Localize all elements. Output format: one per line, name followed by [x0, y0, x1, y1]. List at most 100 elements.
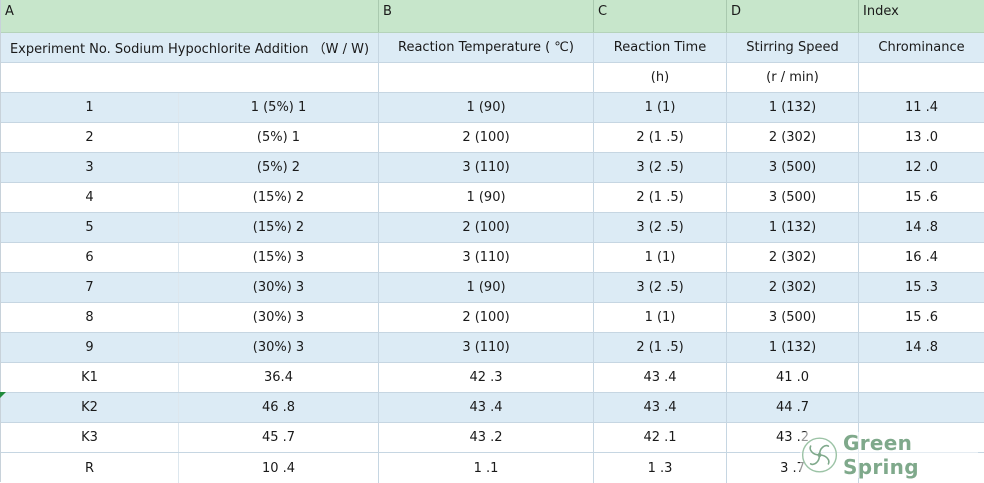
- cell-experiment-no[interactable]: 4: [1, 183, 179, 212]
- summary-a[interactable]: 36.4: [179, 363, 379, 392]
- cell-chrominance[interactable]: 15 .3: [904, 280, 939, 295]
- cell-temperature[interactable]: 2 (100): [379, 123, 594, 152]
- cell-chrominance[interactable]: 15 .6: [904, 310, 939, 325]
- units-b[interactable]: [379, 63, 594, 92]
- summary-index[interactable]: [859, 393, 984, 422]
- header-b[interactable]: Reaction Temperature ( ℃): [379, 33, 594, 62]
- cell-hypochlorite[interactable]: (15%) 2: [179, 183, 379, 212]
- cell-speed[interactable]: 1 (132): [727, 213, 859, 242]
- column-letter-c[interactable]: C: [594, 0, 727, 32]
- cell-experiment-no[interactable]: 7: [1, 273, 179, 302]
- cell-temperature[interactable]: 3 (110): [379, 243, 594, 272]
- summary-a[interactable]: 10 .4: [179, 453, 379, 483]
- summary-b[interactable]: 1 .1: [379, 453, 594, 483]
- summary-c[interactable]: 42 .1: [594, 423, 727, 452]
- summary-d[interactable]: 41 .0: [727, 363, 859, 392]
- summary-b[interactable]: 43 .4: [379, 393, 594, 422]
- cell-temperature[interactable]: 2 (100): [379, 303, 594, 332]
- cell-speed[interactable]: 2 (302): [727, 243, 859, 272]
- cell-experiment-no[interactable]: 6: [1, 243, 179, 272]
- summary-b[interactable]: 42 .3: [379, 363, 594, 392]
- cell-experiment-no[interactable]: 5: [1, 213, 179, 242]
- header-d[interactable]: Stirring Speed: [727, 33, 859, 62]
- cell-chrominance[interactable]: 14 .8: [904, 340, 939, 355]
- header-index[interactable]: Chrominance: [878, 40, 965, 55]
- cell-temperature[interactable]: 3 (110): [379, 153, 594, 182]
- summary-label[interactable]: K2: [1, 393, 179, 422]
- cell-speed[interactable]: 1 (132): [727, 93, 859, 122]
- cell-time[interactable]: 2 (1 .5): [594, 333, 727, 362]
- cell-hypochlorite[interactable]: (5%) 2: [179, 153, 379, 182]
- cell-time[interactable]: 2 (1 .5): [594, 183, 727, 212]
- units-d[interactable]: (r / min): [727, 63, 859, 92]
- cell-hypochlorite[interactable]: 1 (5%) 1: [179, 93, 379, 122]
- summary-b[interactable]: 43 .2: [379, 423, 594, 452]
- cell-time[interactable]: 1 (1): [594, 243, 727, 272]
- summary-row-k2: K2 46 .8 43 .4 43 .4 44 .7: [1, 393, 984, 423]
- cell-comment-marker: [0, 392, 6, 398]
- table-row: 6 (15%) 3 3 (110) 1 (1) 2 (302) 16 .4: [1, 243, 984, 273]
- cell-chrominance[interactable]: 14 .8: [904, 220, 939, 235]
- cell-experiment-no[interactable]: 1: [1, 93, 179, 122]
- cell-experiment-no[interactable]: 3: [1, 153, 179, 182]
- column-letter-index[interactable]: Index: [863, 4, 899, 19]
- summary-index[interactable]: [859, 363, 984, 392]
- cell-experiment-no[interactable]: 8: [1, 303, 179, 332]
- cell-temperature[interactable]: 3 (110): [379, 333, 594, 362]
- summary-c[interactable]: 43 .4: [594, 393, 727, 422]
- header-c[interactable]: Reaction Time: [594, 33, 727, 62]
- header-row: Experiment No. Sodium Hypochlorite Addit…: [1, 33, 984, 63]
- cell-temperature[interactable]: 2 (100): [379, 213, 594, 242]
- header-a[interactable]: Experiment No. Sodium Hypochlorite Addit…: [1, 33, 379, 62]
- summary-label[interactable]: R: [1, 453, 179, 483]
- summary-c[interactable]: 1 .3: [594, 453, 727, 483]
- column-letter-a[interactable]: A: [1, 0, 379, 32]
- green-spring-watermark: Green Spring: [800, 431, 978, 479]
- cell-time[interactable]: 2 (1 .5): [594, 123, 727, 152]
- cell-chrominance[interactable]: 16 .4: [904, 250, 939, 265]
- cell-time[interactable]: 1 (1): [594, 93, 727, 122]
- units-c[interactable]: (h): [594, 63, 727, 92]
- units-a[interactable]: [1, 63, 379, 92]
- column-letter-d[interactable]: D: [727, 0, 859, 32]
- cell-hypochlorite[interactable]: (15%) 2: [179, 213, 379, 242]
- cell-hypochlorite[interactable]: (5%) 1: [179, 123, 379, 152]
- column-letter-b[interactable]: B: [379, 0, 594, 32]
- cell-temperature[interactable]: 1 (90): [379, 273, 594, 302]
- summary-row-k1: K1 36.4 42 .3 43 .4 41 .0: [1, 363, 984, 393]
- cell-hypochlorite[interactable]: (30%) 3: [179, 303, 379, 332]
- cell-time[interactable]: 3 (2 .5): [594, 153, 727, 182]
- cell-speed[interactable]: 1 (132): [727, 333, 859, 362]
- cell-time[interactable]: 3 (2 .5): [594, 273, 727, 302]
- units-index[interactable]: [859, 63, 984, 92]
- green-spring-logo-icon: [801, 437, 838, 473]
- cell-hypochlorite[interactable]: (15%) 3: [179, 243, 379, 272]
- cell-speed[interactable]: 2 (302): [727, 123, 859, 152]
- cell-speed[interactable]: 3 (500): [727, 303, 859, 332]
- cell-time[interactable]: 3 (2 .5): [594, 213, 727, 242]
- table-row: 7 (30%) 3 1 (90) 3 (2 .5) 2 (302) 15 .3: [1, 273, 984, 303]
- summary-label[interactable]: K3: [1, 423, 179, 452]
- table-row: 9 (30%) 3 3 (110) 2 (1 .5) 1 (132) 14 .8: [1, 333, 984, 363]
- cell-speed[interactable]: 2 (302): [727, 273, 859, 302]
- summary-d[interactable]: 44 .7: [727, 393, 859, 422]
- cell-speed[interactable]: 3 (500): [727, 183, 859, 212]
- table-row: 3 (5%) 2 3 (110) 3 (2 .5) 3 (500) 12 .0: [1, 153, 984, 183]
- cell-chrominance[interactable]: 11 .4: [904, 100, 939, 115]
- cell-chrominance[interactable]: 13 .0: [904, 130, 939, 145]
- cell-hypochlorite[interactable]: (30%) 3: [179, 273, 379, 302]
- cell-time[interactable]: 1 (1): [594, 303, 727, 332]
- cell-temperature[interactable]: 1 (90): [379, 93, 594, 122]
- cell-temperature[interactable]: 1 (90): [379, 183, 594, 212]
- cell-hypochlorite[interactable]: (30%) 3: [179, 333, 379, 362]
- summary-a[interactable]: 45 .7: [179, 423, 379, 452]
- summary-a[interactable]: 46 .8: [179, 393, 379, 422]
- cell-chrominance[interactable]: 12 .0: [904, 160, 939, 175]
- cell-experiment-no[interactable]: 9: [1, 333, 179, 362]
- summary-label[interactable]: K1: [1, 363, 179, 392]
- cell-chrominance[interactable]: 15 .6: [904, 190, 939, 205]
- summary-c[interactable]: 43 .4: [594, 363, 727, 392]
- cell-experiment-no[interactable]: 2: [1, 123, 179, 152]
- cell-speed[interactable]: 3 (500): [727, 153, 859, 182]
